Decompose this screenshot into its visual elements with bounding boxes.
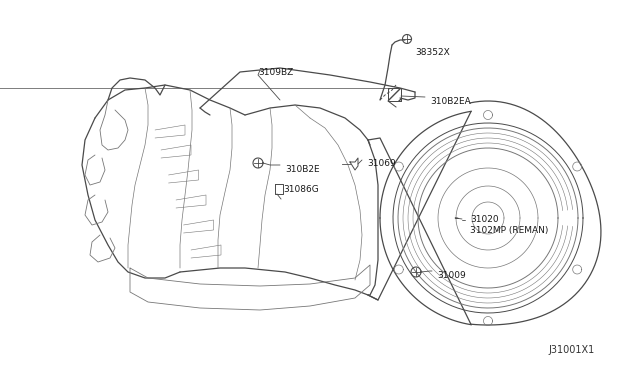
Text: 310B2EA: 310B2EA — [430, 97, 471, 106]
Text: 31020: 31020 — [470, 215, 499, 224]
Text: 3102MP (REMAN): 3102MP (REMAN) — [470, 226, 548, 235]
Text: 3109BZ: 3109BZ — [258, 68, 293, 77]
Text: 31009: 31009 — [437, 271, 466, 280]
Text: J31001X1: J31001X1 — [548, 345, 595, 355]
Bar — [388, 88, 401, 101]
Text: 310B2E: 310B2E — [285, 165, 319, 174]
Text: 31069: 31069 — [367, 159, 396, 168]
Text: 31086G: 31086G — [283, 185, 319, 194]
Text: 38352X: 38352X — [415, 48, 450, 57]
